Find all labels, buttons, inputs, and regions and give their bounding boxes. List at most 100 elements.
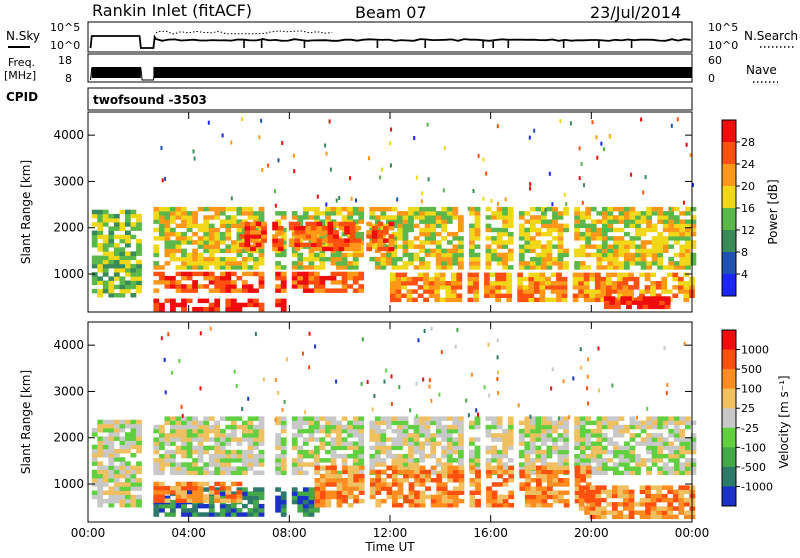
heat-cell-324	[236, 211, 243, 216]
heat-cell-1577	[486, 490, 492, 495]
heat-cell-1471	[397, 482, 404, 487]
heat-cell-588	[391, 453, 398, 459]
heat-cell-1720	[622, 281, 629, 286]
heat-cell-1009	[613, 252, 619, 258]
heat-cell-299	[219, 437, 226, 442]
heat-cell-1510	[425, 469, 431, 475]
heat-cell-688	[435, 265, 442, 270]
heat-cell-1693	[600, 289, 607, 294]
heat-cell-1097	[651, 223, 658, 229]
heat-cell-251	[197, 445, 204, 451]
heat-cell-467	[319, 211, 326, 216]
heat-cell-1257	[258, 487, 265, 492]
heat-cell-7	[91, 457, 98, 462]
heat-cell-853	[529, 240, 536, 245]
heat-cell-973	[596, 244, 603, 249]
heat-cell-776	[496, 449, 503, 455]
heat-cell-1645	[550, 281, 557, 286]
heat-speck-10	[247, 396, 250, 401]
heat-cell-1279	[302, 508, 309, 513]
heat-cell-1539	[447, 469, 454, 475]
heat-cell-212	[181, 449, 187, 455]
heat-cell-462	[319, 437, 326, 442]
heat-cell-963	[590, 231, 597, 237]
heat-cell-721	[458, 453, 464, 459]
heat-cell-1134	[685, 441, 691, 446]
heat-cell-1169	[170, 499, 176, 505]
heat-speck-76	[586, 386, 589, 391]
velocity-ytick-label-0: 1000	[53, 477, 84, 491]
heat-cell-1707	[611, 281, 618, 286]
heat-cell-1519	[436, 490, 443, 495]
heat-cell-204	[175, 428, 182, 434]
heat-cell-1706	[578, 502, 585, 507]
heat-cell-1077	[640, 211, 647, 216]
heat-speck-47	[415, 414, 418, 419]
heat-cell-1203	[186, 288, 193, 293]
heat-cell-1150	[679, 248, 686, 254]
heat-cell-429	[302, 462, 309, 467]
heat-cell-331	[236, 437, 243, 442]
heat-cell-94	[119, 222, 126, 227]
heat-cell-861	[535, 261, 542, 266]
heat-cell-1114	[673, 420, 680, 426]
heat-cell-1628	[530, 478, 537, 483]
heat-cell-175	[164, 462, 171, 467]
heat-cell-188	[170, 453, 176, 459]
heat-cell-354	[253, 248, 259, 254]
heat-cell-461	[319, 441, 326, 446]
heat-cell-455	[314, 424, 320, 430]
heat-cell-12	[91, 428, 98, 433]
heat-cell-501	[341, 445, 348, 451]
heat-cell-1301	[341, 271, 348, 277]
heat-cell-1213	[203, 284, 210, 289]
heat-cell-845	[535, 437, 542, 442]
heat-cell-224	[192, 256, 198, 262]
heat-cell-172	[164, 219, 171, 224]
heat-cell-1727	[628, 276, 634, 282]
heat-cell-1424	[353, 469, 360, 475]
heat-cell-843	[535, 449, 542, 455]
heat-cell-1374	[255, 234, 262, 239]
heat-cell-782	[491, 256, 497, 262]
heat-cell-1719	[589, 502, 596, 507]
heat-cell-1204	[208, 503, 215, 509]
heat-cell-972	[601, 462, 608, 467]
heat-cell-1655	[561, 293, 568, 298]
heat-cell-788	[491, 215, 497, 220]
heat-speck-11	[586, 374, 589, 379]
heat-cell-1399	[336, 478, 343, 483]
heat-cell-661	[419, 215, 425, 220]
heat-cell-994	[613, 445, 619, 451]
heat-cell-984	[607, 441, 614, 446]
heat-cell-1083	[646, 227, 652, 233]
heat-cell-1511	[430, 503, 437, 508]
heat-cell-26	[97, 444, 104, 450]
heat-cell-885	[546, 256, 553, 262]
heat-cell-199	[175, 462, 182, 467]
heat-cell-1600	[502, 478, 509, 483]
heat-speck-8	[260, 118, 263, 123]
heat-cell-1229	[225, 288, 232, 293]
heat-cell-0	[91, 288, 98, 294]
heat-cell-1595	[500, 285, 507, 290]
heat-cell-124	[130, 222, 137, 227]
heat-cell-613	[402, 441, 409, 446]
heat-cell-1148	[690, 420, 697, 426]
heat-cell-407	[291, 462, 298, 467]
heat-cell-1085	[662, 453, 669, 459]
heat-cell-1102	[668, 416, 675, 421]
heat-cell-1133	[685, 445, 691, 451]
heat-cell-265	[203, 428, 210, 434]
heat-cell-32	[102, 284, 109, 290]
heat-speck-56	[682, 200, 685, 205]
heat-cell-806	[518, 453, 525, 459]
heat-cell-1242	[242, 280, 248, 285]
heat-cell-253	[197, 437, 204, 442]
heat-cell-1586	[491, 482, 498, 487]
heat-cell-872	[546, 420, 553, 426]
heat-cell-185	[170, 211, 176, 216]
heat-cell-234	[192, 470, 198, 476]
heat-cell-627	[402, 227, 409, 233]
